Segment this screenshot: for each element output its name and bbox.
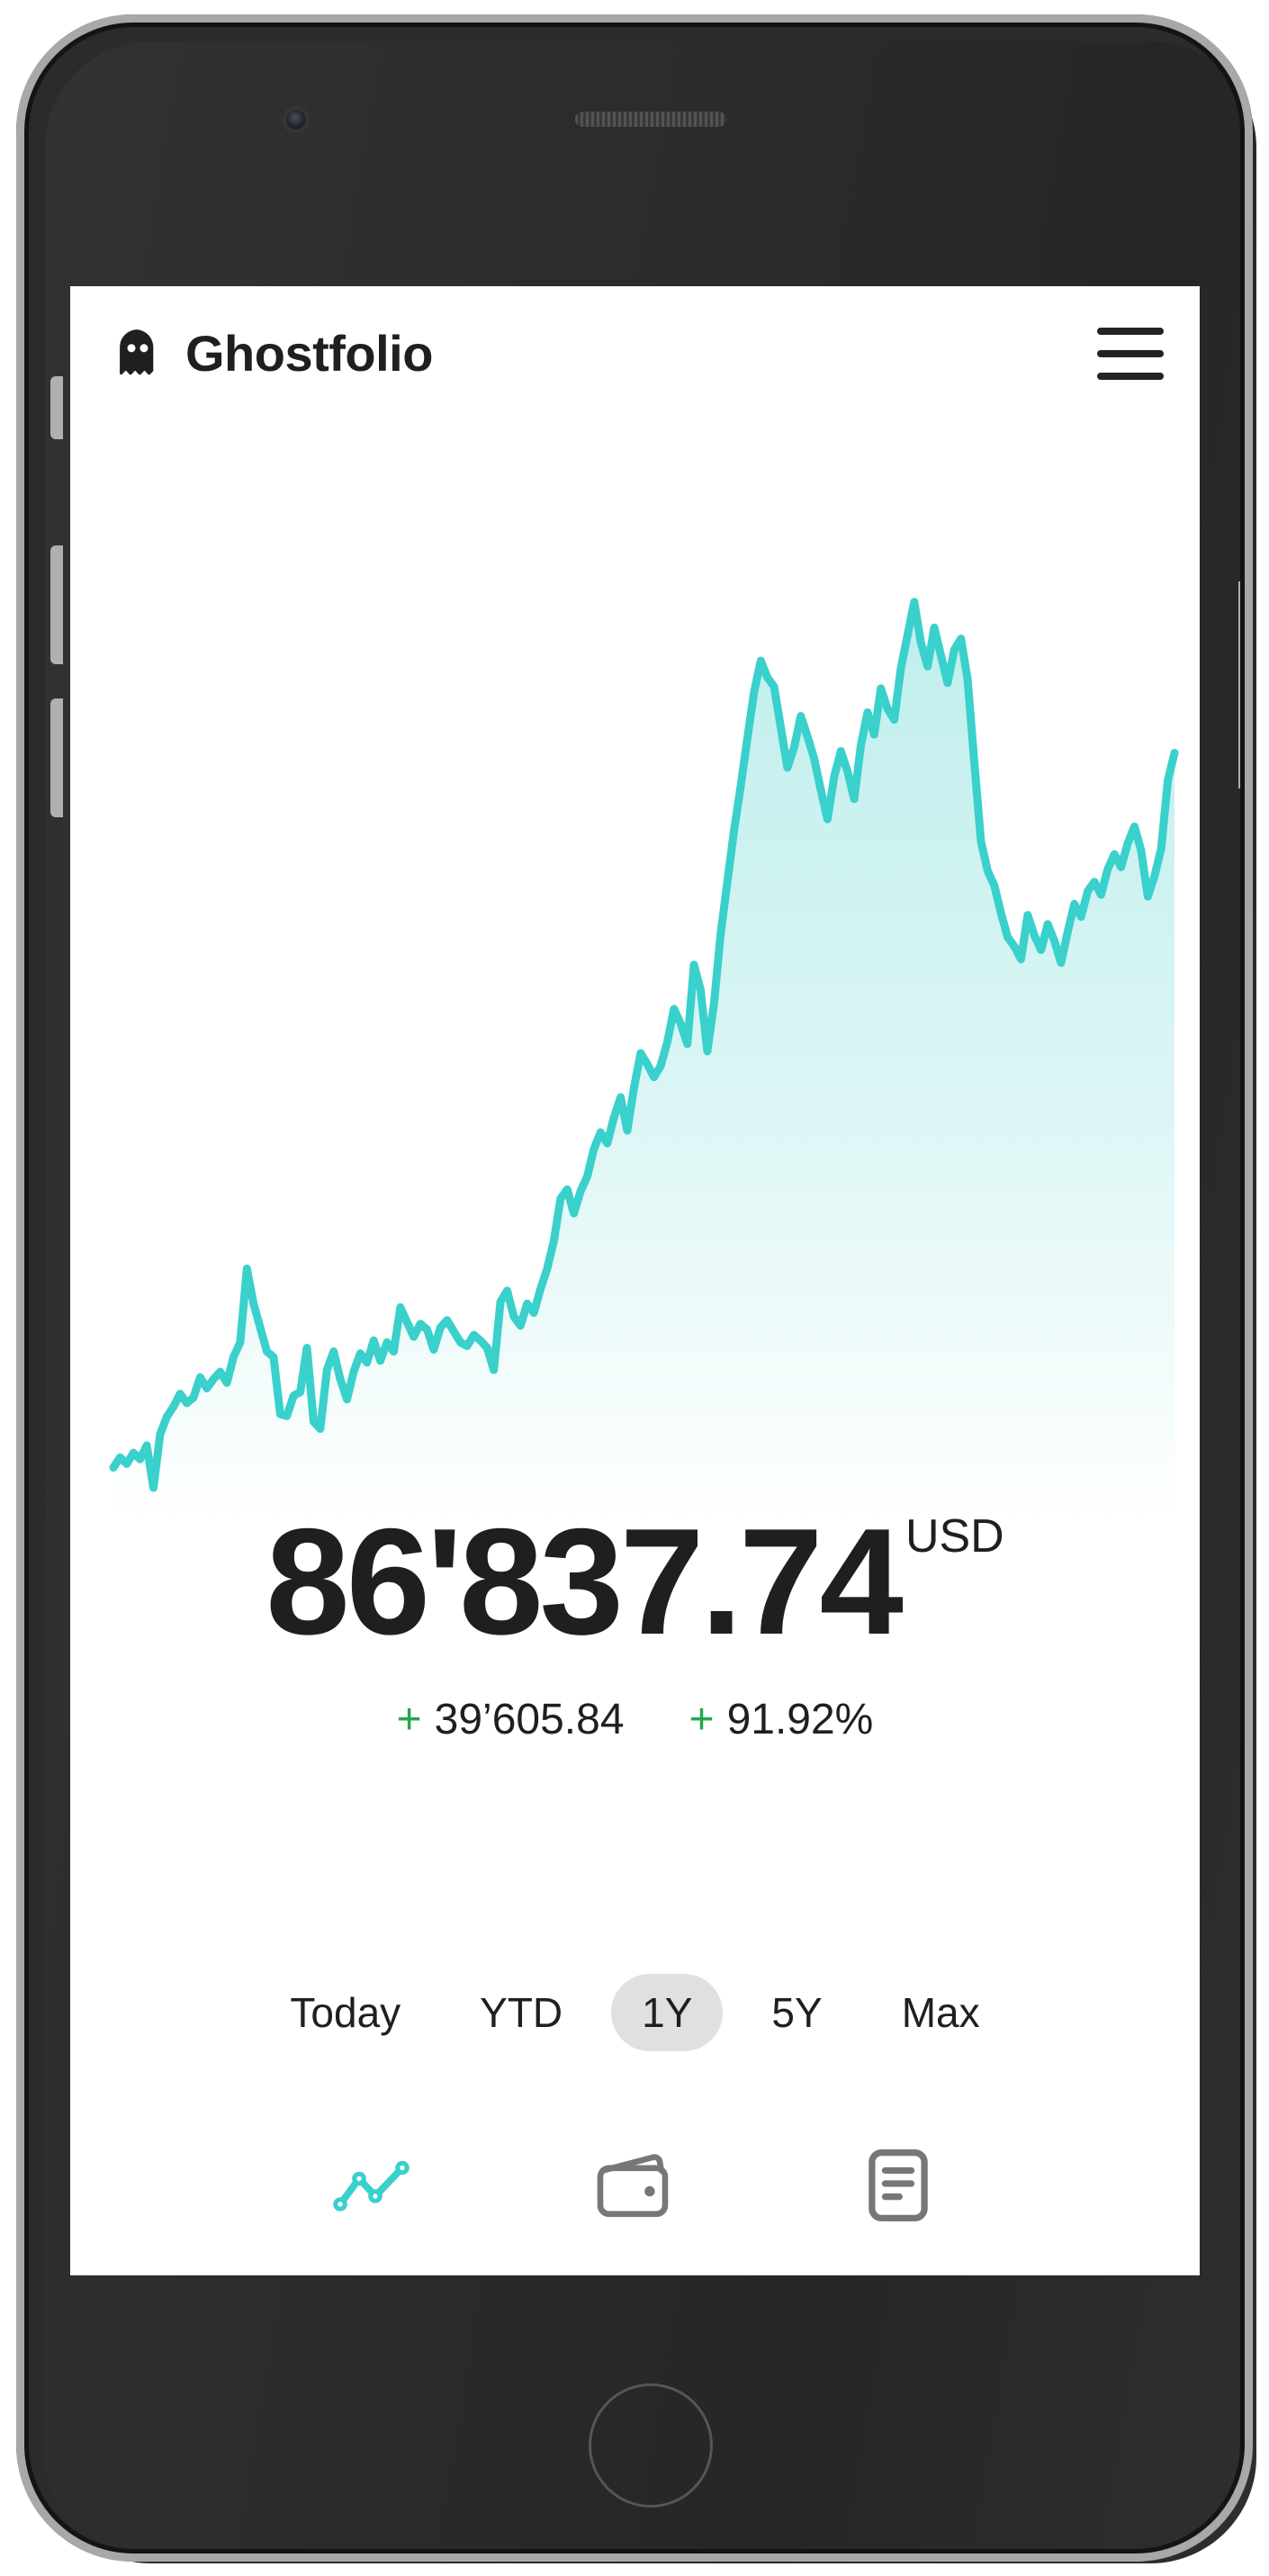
percent-change: + 91.92% <box>689 1695 874 1744</box>
menu-bar-3 <box>1097 373 1164 380</box>
front-camera-icon <box>286 110 306 130</box>
speaker-grille-icon <box>575 112 726 127</box>
volume-up-button[interactable] <box>50 545 63 664</box>
document-list-icon <box>868 2148 928 2222</box>
brand-logo[interactable]: Ghostfolio <box>110 326 433 382</box>
performance-area-chart <box>109 598 1179 1528</box>
portfolio-change-row: + 39’605.84 + 91.92% <box>70 1695 1200 1744</box>
phone-screen: Ghostfolio 86'837.74 USD <box>70 286 1200 2275</box>
ghost-icon <box>120 329 154 375</box>
range-option-max[interactable]: Max <box>901 1989 980 2036</box>
currency-label: USD <box>904 1510 1004 1563</box>
absolute-change-sign: + <box>396 1696 422 1743</box>
portfolio-value-row: 86'837.74 USD <box>70 1506 1200 1657</box>
percent-change-sign: + <box>688 1696 715 1743</box>
nav-activities-button[interactable] <box>844 2136 952 2235</box>
hamburger-menu-icon[interactable] <box>1086 322 1164 385</box>
line-chart-icon <box>332 2160 410 2211</box>
absolute-change: + 39’605.84 <box>397 1695 625 1744</box>
volume-down-button[interactable] <box>50 698 63 817</box>
home-button[interactable] <box>589 2383 713 2508</box>
range-option-1y[interactable]: 1Y <box>611 1974 724 2051</box>
nav-portfolio-button[interactable] <box>581 2136 689 2235</box>
percent-change-value: 91.92% <box>726 1696 874 1743</box>
brand-name: Ghostfolio <box>185 325 433 382</box>
range-option-5y[interactable]: 5Y <box>771 1989 823 2036</box>
range-option-today[interactable]: Today <box>290 1989 401 2036</box>
range-option-ytd[interactable]: YTD <box>480 1989 563 2036</box>
bottom-navigation <box>70 2095 1200 2275</box>
wallet-icon <box>597 2154 668 2218</box>
silent-switch-button[interactable] <box>50 376 63 439</box>
date-range-selector: Today YTD 1Y 5Y Max <box>70 1974 1200 2051</box>
portfolio-summary: 86'837.74 USD + 39’605.84 + 91.92% <box>70 1506 1200 1744</box>
menu-bar-1 <box>1097 328 1164 335</box>
portfolio-value: 86'837.74 <box>266 1497 904 1666</box>
power-button[interactable] <box>1238 581 1251 788</box>
absolute-change-value: 39’605.84 <box>434 1696 625 1743</box>
chart-line <box>109 598 1179 1492</box>
menu-bar-2 <box>1097 350 1164 357</box>
nav-overview-button[interactable] <box>319 2136 427 2235</box>
portfolio-performance-chart[interactable] <box>70 493 1200 1528</box>
app-header: Ghostfolio <box>70 286 1200 421</box>
